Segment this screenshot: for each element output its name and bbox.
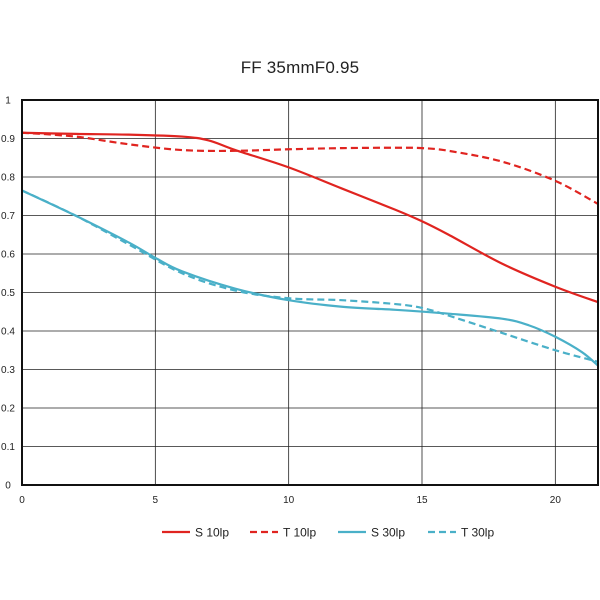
y-tick-label: 0.6	[1, 250, 15, 261]
plot-frame	[21, 99, 599, 486]
series-line-2	[21, 131, 599, 205]
y-tick-label: 1	[5, 96, 11, 107]
x-tick-label: 5	[153, 495, 159, 506]
legend-label-1: S 10lp	[195, 526, 229, 540]
legend-label-4: T 30lp	[461, 526, 494, 540]
grid-lines	[21, 99, 598, 486]
series-line-4	[21, 189, 599, 363]
legend-label-2: T 10lp	[283, 526, 316, 540]
x-tick-label: 0	[19, 495, 25, 506]
x-tick-label: 15	[416, 495, 428, 506]
axis-tick-labels: 00.10.20.30.40.50.60.70.80.910 5 10 15 20	[1, 96, 561, 507]
y-tick-label: 0.3	[1, 365, 15, 376]
y-tick-label: 0.4	[1, 327, 15, 338]
x-tick-label: 20	[550, 495, 562, 506]
series-line-1	[21, 131, 599, 304]
chart-title: FF 35mmF0.95	[240, 58, 360, 77]
y-tick-label: 0.9	[1, 134, 15, 145]
y-tick-label: 0	[5, 481, 11, 492]
y-tick-label: 0.5	[1, 288, 15, 299]
plot-series	[21, 131, 599, 367]
y-tick-label: 0.8	[1, 173, 15, 184]
series-line-3	[21, 189, 599, 367]
legend: S 10lp T 10lp S 30lp T 30lp	[162, 526, 494, 540]
y-tick-label: 0.7	[1, 211, 15, 222]
y-tick-label: 0.1	[1, 442, 15, 453]
y-tick-label: 0.2	[1, 404, 15, 415]
legend-label-3: S 30lp	[371, 526, 405, 540]
x-tick-label: 10	[283, 495, 295, 506]
